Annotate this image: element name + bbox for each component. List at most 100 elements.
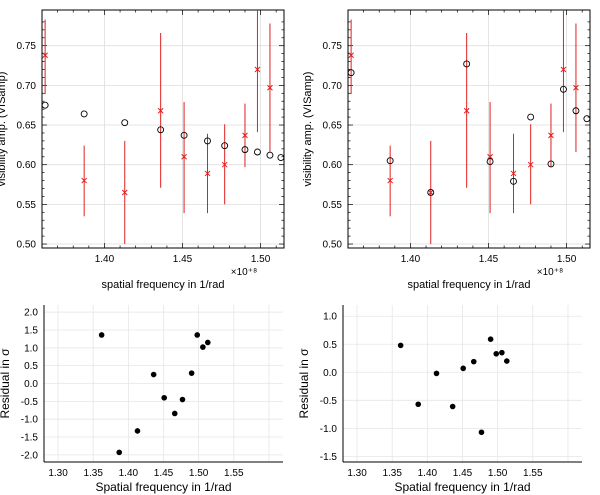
residual-point xyxy=(493,350,500,357)
observed-point xyxy=(510,177,517,185)
residual-point xyxy=(171,410,178,417)
y-tick-label: 0.75 xyxy=(323,41,343,52)
x-tick-label: 1.40 xyxy=(95,254,115,265)
y-tick-label: -1.0 xyxy=(320,424,338,435)
model-x-marker xyxy=(348,52,354,59)
residual-point xyxy=(470,358,477,365)
y-tick-label: 1.0 xyxy=(24,343,38,354)
residual-point xyxy=(487,336,494,343)
residual-point xyxy=(134,428,141,434)
model-x-marker xyxy=(527,161,534,168)
y-tick-label: 0.0 xyxy=(24,379,38,390)
residual-panel-3: 1.30 1.35 1.40 1.45 1.50 1.55 2.0 1.5 1.0 0.5 0.0 -… xyxy=(0,305,283,494)
y-tick-label: 0.5 xyxy=(323,340,337,351)
y-axis-label: Residual in σ xyxy=(297,348,311,419)
x-tick-label: 1.45 xyxy=(453,468,473,479)
residual-point xyxy=(433,370,440,377)
observed-point xyxy=(80,110,88,118)
y-axis-label: visibility amp. (VISamp) xyxy=(302,72,314,187)
residual-point xyxy=(499,349,505,356)
model-x-marker xyxy=(254,66,261,73)
observed-point xyxy=(277,154,284,162)
residual-point xyxy=(98,332,105,338)
data-layer xyxy=(348,10,590,245)
model-x-marker xyxy=(548,132,554,139)
x-exponent-label: ×10⁺⁸ xyxy=(231,267,257,278)
model-x-marker xyxy=(573,84,579,91)
residual-point xyxy=(478,429,485,436)
x-tick-label: 1.45 xyxy=(479,254,499,265)
y-tick-label: 0.55 xyxy=(323,200,343,211)
observed-point xyxy=(527,113,535,121)
x-tick-label: 1.50 xyxy=(189,468,209,479)
residual-point xyxy=(397,342,404,349)
y-tick-label: 0.60 xyxy=(323,160,343,171)
y-tick-label: 0.55 xyxy=(17,200,37,211)
y-tick-label: 0.70 xyxy=(323,81,343,92)
x-axis-label: Spatial frequency in 1/rad xyxy=(95,480,231,494)
residual-point xyxy=(204,339,211,346)
vis-panel-2: 1.40 1.45 1.50 0.50 0.55 0.60 0.65 0.70 0.75 ×10⁺… xyxy=(302,9,591,291)
observed-point xyxy=(386,157,394,165)
residual-point xyxy=(116,449,123,456)
model-x-marker xyxy=(487,153,493,160)
y-tick-label: 0.50 xyxy=(17,240,37,251)
x-exponent-label: ×10⁺⁸ xyxy=(537,267,563,278)
x-tick-label: 1.45 xyxy=(154,468,174,479)
observed-point xyxy=(221,142,229,150)
x-axis-label: spatial frequency in 1/rad xyxy=(102,279,225,291)
residual-point xyxy=(200,344,206,350)
residual-point xyxy=(150,371,157,378)
x-tick-label: 1.40 xyxy=(119,468,139,479)
y-tick-label: 0.60 xyxy=(17,160,37,171)
observed-point xyxy=(241,146,249,154)
model-x-marker xyxy=(427,189,434,196)
x-tick-label: 1.55 xyxy=(523,468,543,479)
model-x-marker xyxy=(242,132,248,139)
x-tick-label: 1.50 xyxy=(251,254,271,265)
model-x-marker xyxy=(121,189,128,196)
y-tick-label: 0.65 xyxy=(323,121,343,132)
y-tick-label: -2.0 xyxy=(21,450,39,461)
residual-point xyxy=(460,365,467,372)
observed-point xyxy=(348,69,355,77)
y-tick-label: -0.5 xyxy=(320,396,338,407)
y-tick-label: 0.65 xyxy=(17,121,37,132)
observed-point xyxy=(157,126,165,134)
model-x-marker xyxy=(221,161,228,168)
vis-panel-1: 1.40 1.45 1.50 0.50 0.55 0.60 0.65 0.70 0.75 ×10⁺… xyxy=(0,9,285,291)
model-x-marker xyxy=(181,153,187,160)
y-tick-label: 0.0 xyxy=(323,368,337,379)
x-axis-label: spatial frequency in 1/rad xyxy=(408,279,531,291)
y-tick-label: -0.5 xyxy=(21,397,39,408)
x-axis-label: Spatial frequency in 1/rad xyxy=(394,480,530,494)
model-x-marker xyxy=(267,84,273,91)
y-tick-label: 0.75 xyxy=(17,41,37,52)
y-tick-label: 1.0 xyxy=(323,312,337,323)
y-tick-label: -1.0 xyxy=(21,415,39,426)
model-x-marker xyxy=(157,107,164,114)
residual-point xyxy=(179,396,186,403)
x-tick-label: 1.40 xyxy=(418,468,438,479)
x-tick-label: 1.35 xyxy=(83,468,103,479)
residual-point xyxy=(161,394,168,401)
y-tick-label: -1.5 xyxy=(320,452,338,463)
residual-point xyxy=(449,403,456,410)
y-tick-label: 0.5 xyxy=(24,361,38,372)
residual-point xyxy=(194,332,201,338)
y-tick-label: 0.50 xyxy=(323,240,343,251)
observed-point xyxy=(486,158,494,165)
x-tick-label: 1.40 xyxy=(401,254,421,265)
model-x-marker xyxy=(510,170,517,177)
model-x-marker xyxy=(204,170,211,177)
observed-point xyxy=(266,151,274,159)
x-tick-label: 1.30 xyxy=(347,468,367,479)
y-tick-label: 2.0 xyxy=(24,308,38,319)
residual-point xyxy=(415,401,422,408)
observed-point xyxy=(572,107,580,115)
residual-point xyxy=(188,370,195,376)
x-tick-label: 1.45 xyxy=(173,254,193,265)
y-tick-label: -1.5 xyxy=(21,433,39,444)
residual-point xyxy=(503,358,510,364)
